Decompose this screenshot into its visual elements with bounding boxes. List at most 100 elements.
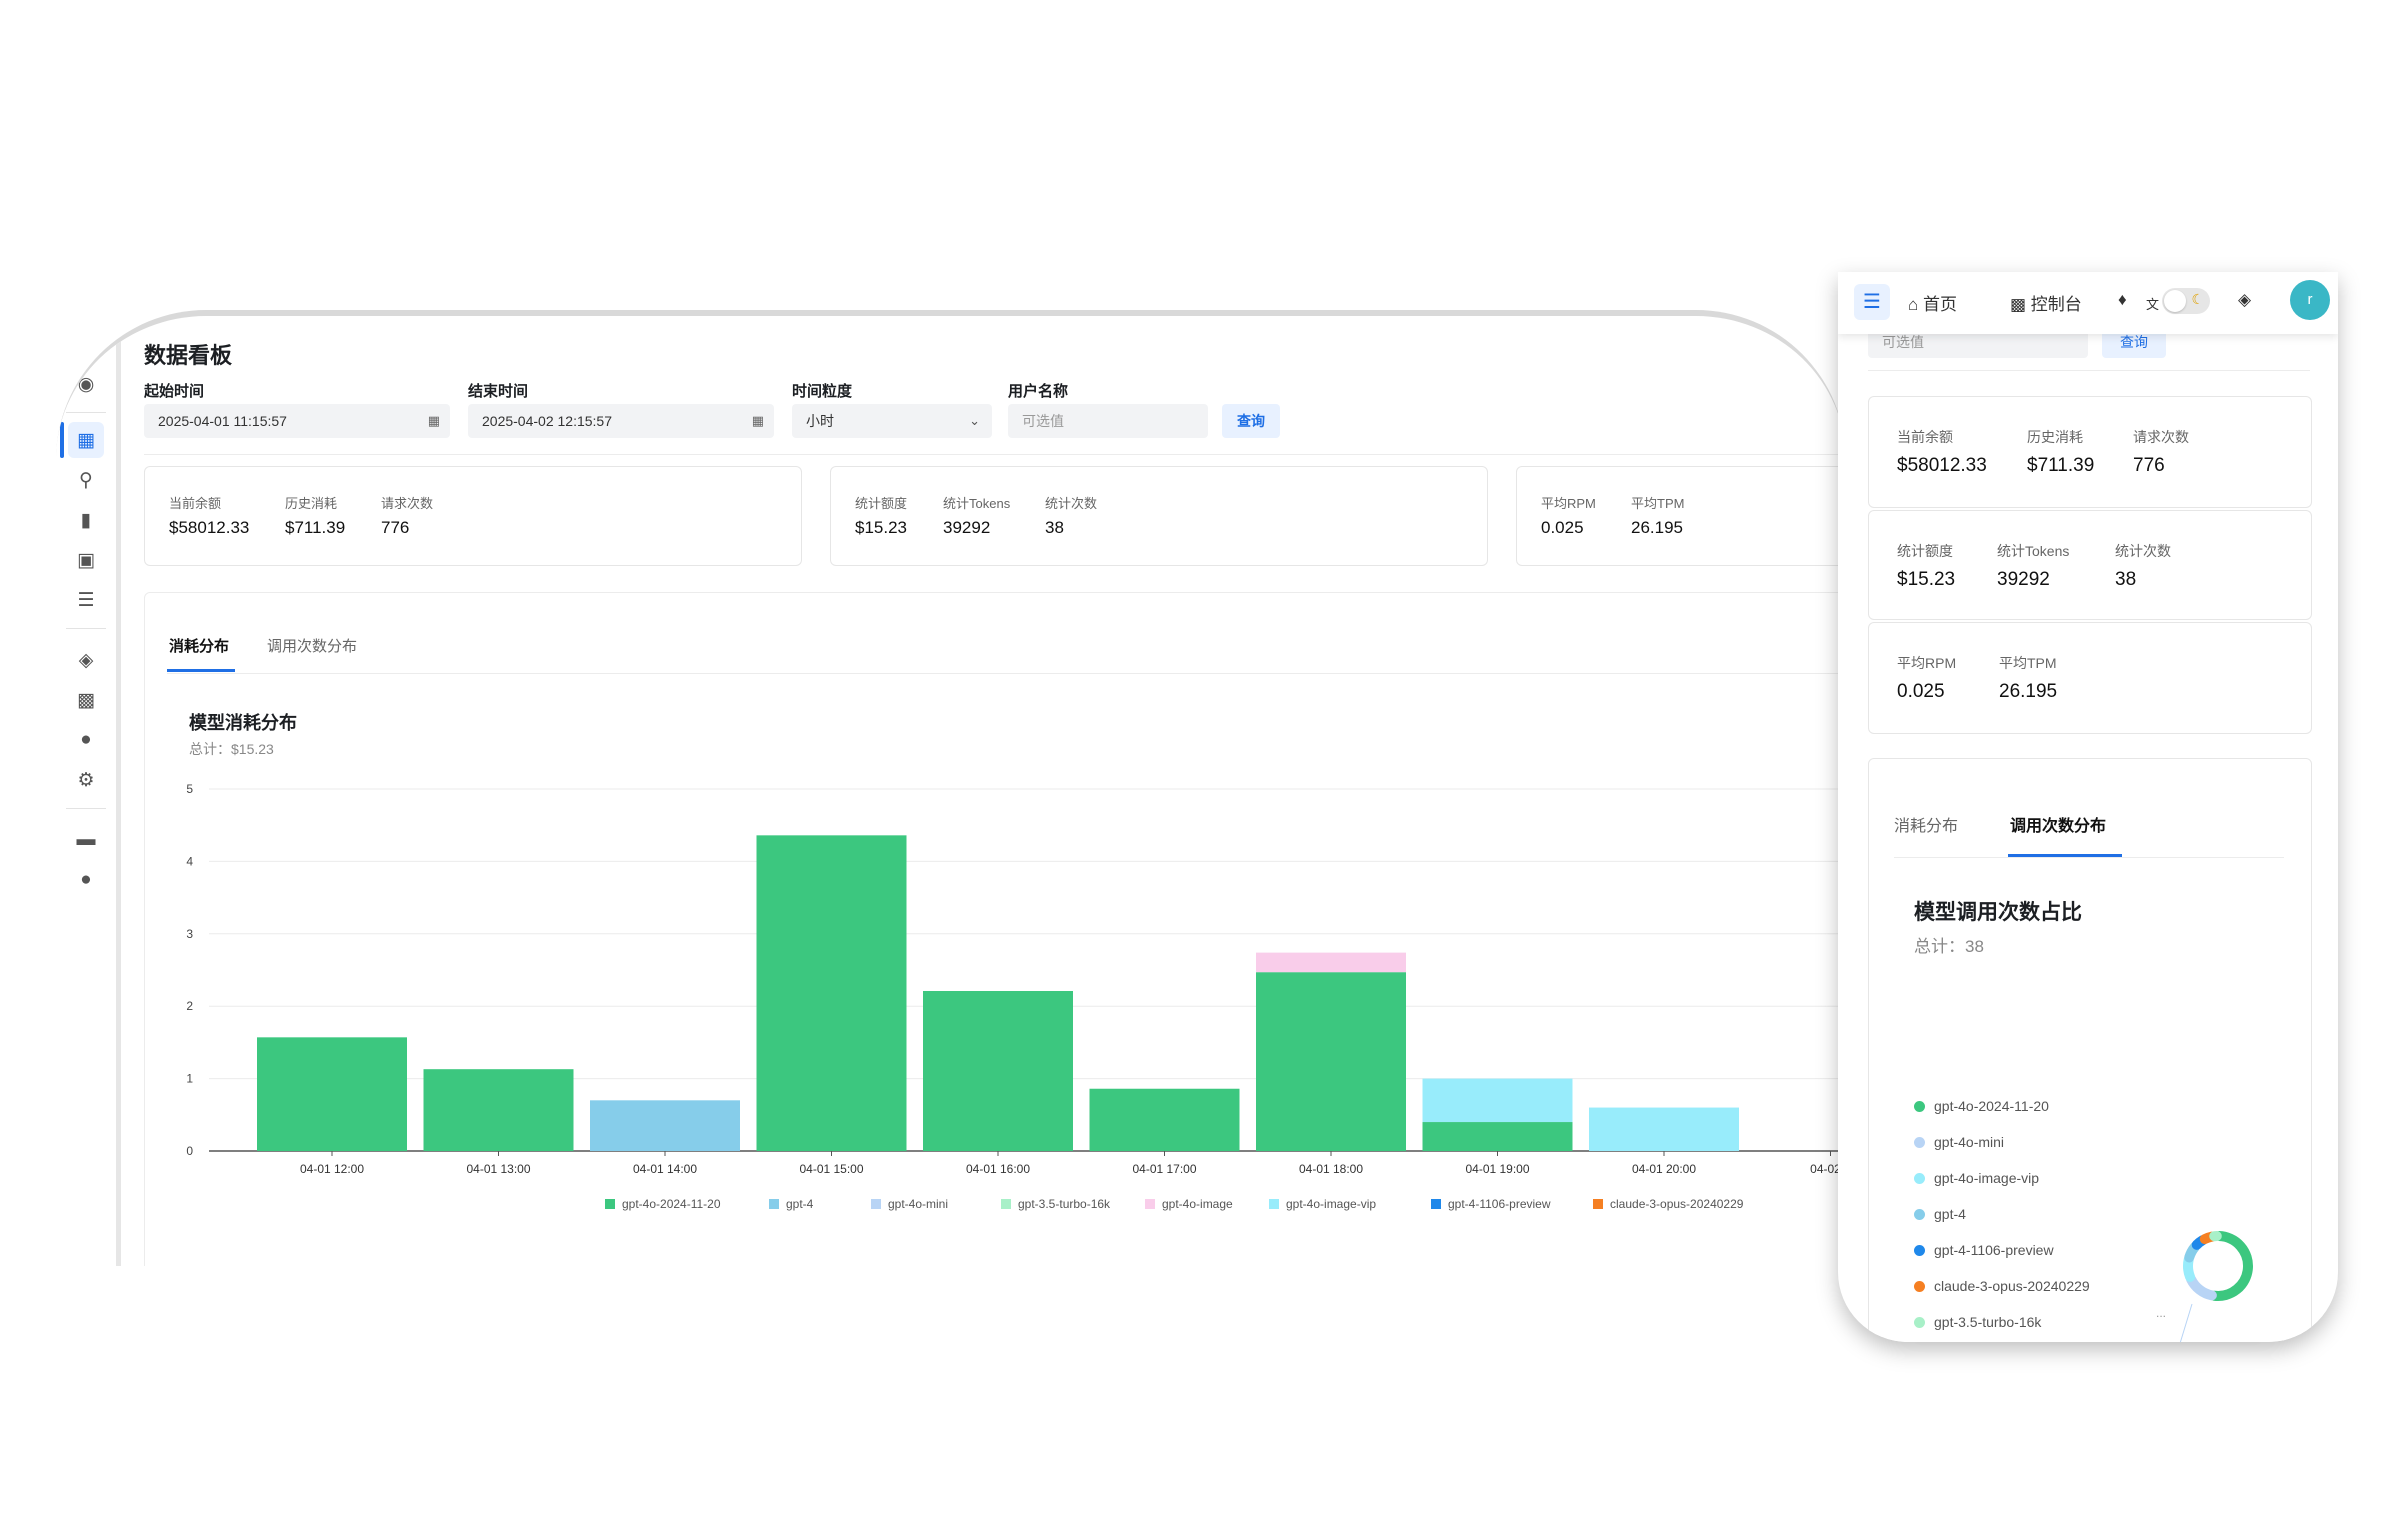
legend-item[interactable]: gpt-4o-mini: [1914, 1134, 2004, 1150]
pie-slice-gpt-4o-mini[interactable]: [2186, 1274, 2217, 1301]
stat-value: $711.39: [2027, 455, 2095, 476]
tab-consumption[interactable]: 消耗分布: [1894, 818, 1959, 835]
end-time-input[interactable]: 2025-04-02 12:15:57 ▦: [468, 404, 774, 438]
stat-label: 当前余额: [1897, 429, 1953, 445]
start-time-input[interactable]: 2025-04-01 11:15:57 ▦: [144, 404, 450, 438]
bar-gpt-4o-2024-11-20: [1422, 1122, 1573, 1151]
x-tick-label: 04-02 0: [1810, 1162, 1845, 1176]
layers-icon[interactable]: ◈: [78, 649, 94, 671]
legend-label: gpt-4: [786, 1197, 814, 1211]
image-icon[interactable]: ▣: [77, 549, 95, 571]
user-icon[interactable]: ●: [80, 729, 92, 750]
legend-label: claude-3-opus-20240229: [1610, 1197, 1744, 1211]
chat-icon[interactable]: ◉: [77, 373, 95, 395]
chevron-down-icon: ⌄: [969, 413, 980, 428]
legend-item[interactable]: gpt-4o-2024-11-20: [1914, 1098, 2049, 1114]
stat-value: $58012.33: [169, 518, 250, 537]
stat-tpm: 平均TPM 26.195: [1631, 493, 1684, 538]
bar-chart-icon[interactable]: ▮: [80, 509, 92, 531]
calendar-icon: ▦: [427, 413, 440, 428]
nav-console[interactable]: ▩ 控制台: [2010, 290, 2082, 315]
translate-icon[interactable]: ◈: [2238, 290, 2252, 309]
tab-underline: [167, 669, 235, 672]
legend-label: gpt-4o-mini: [1934, 1134, 2005, 1150]
sidebar-divider: [66, 628, 106, 629]
legend-swatch: [769, 1199, 779, 1209]
stat-label: 统计Tokens: [1997, 543, 2070, 559]
stat-value: $15.23: [855, 518, 907, 537]
bar-gpt-4o-2024-11-20: [257, 1037, 407, 1151]
chart-title: 模型消耗分布: [189, 713, 297, 733]
legend-item[interactable]: gpt-4: [1914, 1206, 1966, 1222]
legend-dot: [1914, 1317, 1925, 1328]
legend-label: gpt-3.5-turbo-16k: [1018, 1197, 1111, 1211]
toggle-knob: [2164, 290, 2186, 312]
legend-swatch: [1269, 1199, 1279, 1209]
stat-card-rate: 平均RPM 0.025 平均TPM 26.195: [1516, 466, 1846, 566]
stat-label: 当前余额: [169, 496, 222, 511]
nav-home-label: 首页: [1923, 295, 1958, 314]
stat-requests: 请求次数 776: [2133, 427, 2189, 477]
legend-label: claude-3-opus-20240229: [1934, 1278, 2090, 1294]
legend-item[interactable]: gpt-4-1106-preview: [1914, 1242, 2054, 1258]
x-tick-label: 04-01 14:00: [633, 1162, 697, 1176]
calendar-icon: ▦: [751, 413, 764, 428]
legend-swatch: [1145, 1199, 1155, 1209]
page-title: 数据看板: [144, 343, 233, 368]
legend-label: gpt-4: [1934, 1206, 1966, 1222]
dashboard-content: 数据看板 起始时间 2025-04-01 11:15:57 ▦ 结束时间 202…: [144, 316, 1846, 1266]
pie-chart: [2179, 1231, 2253, 1342]
dashboard-icon[interactable]: ▦: [60, 422, 104, 458]
dashboard-window: ◉ ▦ ⚲ ▮ ▣ ☰ ◈ ▩ ● ⚙ ▬ ● 数据看板 起始时间 2025-0…: [56, 310, 1846, 1266]
task-list-icon[interactable]: ☰: [77, 589, 95, 611]
legend-swatch: [1593, 1199, 1603, 1209]
gift-icon[interactable]: ▩: [77, 689, 95, 711]
pie-slice-gpt-4o-2024-11-20[interactable]: [2209, 1231, 2253, 1301]
stat-value: 26.195: [1999, 681, 2058, 702]
avatar[interactable]: r: [2290, 280, 2330, 320]
stat-card-usage: 统计额度 $15.23 统计Tokens 39292 统计次数 38: [830, 466, 1488, 566]
theme-toggle[interactable]: ☾: [2162, 288, 2210, 314]
legend-item[interactable]: gpt-3.5-turbo-16k: [1914, 1314, 2041, 1330]
divider: [144, 454, 1846, 455]
bar-gpt-4o-2024-11-20: [423, 1069, 574, 1151]
x-tick-label: 04-01 15:00: [799, 1162, 863, 1176]
bar-gpt-4o-2024-11-20: [1089, 1088, 1240, 1151]
mobile-stat-card-rate: 平均RPM 0.025 平均TPM 26.195: [1868, 622, 2312, 734]
legend-dot: [1914, 1209, 1925, 1220]
username-placeholder: 可选值: [1022, 413, 1064, 429]
stat-value: $58012.33: [1897, 455, 1987, 476]
profile-icon[interactable]: ●: [80, 869, 92, 890]
key-icon[interactable]: ⚲: [79, 469, 93, 491]
query-button[interactable]: 查询: [1222, 404, 1280, 438]
stat-label: 统计次数: [1045, 496, 1098, 511]
tab-call-count[interactable]: 调用次数分布: [267, 638, 358, 655]
nav-home[interactable]: ⌂ 首页: [1908, 290, 1957, 315]
stat-card-balance: 当前余额 $58012.33 历史消耗 $711.39 请求次数 776: [144, 466, 802, 566]
wallet-icon[interactable]: ▬: [76, 829, 96, 850]
end-time-label: 结束时间: [468, 383, 529, 400]
legend-item[interactable]: gpt-4o-image-vip: [1914, 1170, 2039, 1186]
menu-icon[interactable]: ☰: [1854, 284, 1890, 320]
tag-icon[interactable]: ♦: [2118, 290, 2127, 309]
tab-call-count[interactable]: 调用次数分布: [2010, 818, 2107, 835]
legend-dot: [1914, 1101, 1925, 1112]
stat-value: 38: [1045, 518, 1064, 537]
stat-value: $15.23: [1897, 569, 1956, 590]
stat-label: 请求次数: [2133, 429, 2189, 445]
legend-item[interactable]: claude-3-opus-20240229: [1914, 1278, 2090, 1294]
stat-value: 39292: [943, 518, 991, 537]
settings-icon[interactable]: ⚙: [77, 769, 95, 791]
divider: [1868, 370, 2310, 371]
granularity-label: 时间粒度: [792, 383, 853, 400]
legend-label: gpt-4o-image: [1162, 1197, 1233, 1211]
stat-label: 统计额度: [855, 496, 908, 511]
stat-count: 统计次数 38: [1045, 493, 1097, 538]
granularity-select[interactable]: 小时 ⌄: [792, 404, 992, 438]
tab-consumption[interactable]: 消耗分布: [169, 638, 230, 655]
legend-dot: [1914, 1173, 1925, 1184]
username-input[interactable]: 可选值: [1008, 404, 1208, 438]
x-tick-label: 04-01 18:00: [1299, 1162, 1363, 1176]
tab-divider: [167, 673, 1846, 674]
bar-chart: 0 1 2 3 4 5 04-01 12:00 04-01 13:00 04-01 14:00 0…: [186, 782, 1845, 1211]
